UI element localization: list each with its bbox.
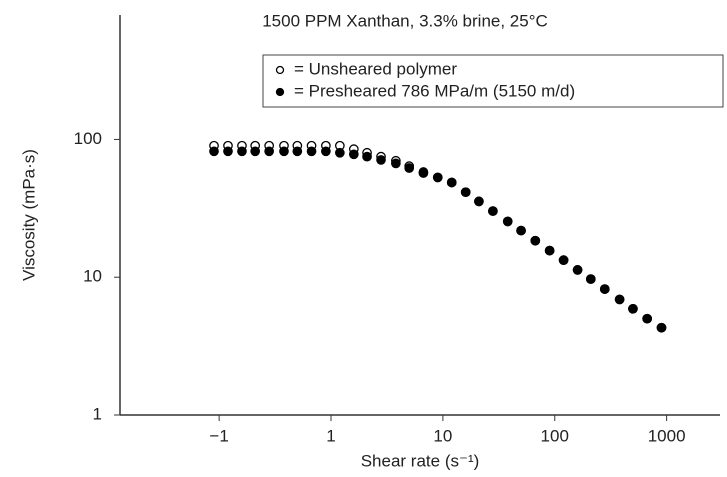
data-point — [530, 235, 541, 246]
data-point — [418, 168, 429, 178]
data-point — [376, 155, 386, 165]
data-point — [292, 146, 303, 157]
data-point — [432, 172, 443, 183]
data-point — [656, 322, 667, 333]
data-point — [279, 146, 289, 157]
data-point — [446, 177, 457, 188]
legend-box — [262, 54, 724, 108]
data-point — [544, 245, 555, 256]
data-point — [223, 146, 233, 157]
legend-label: = Presheared 786 MPa/m (5150 m/d) — [294, 81, 575, 100]
data-point — [502, 216, 513, 227]
data-point — [642, 313, 653, 324]
y-tick-label: 1 — [93, 404, 102, 423]
x-tick-label: 1 — [326, 426, 335, 445]
y-tick-label: 100 — [74, 129, 102, 148]
data-point — [306, 146, 317, 157]
data-point — [391, 158, 401, 169]
x-tick-label: 10 — [433, 426, 452, 445]
data-point — [335, 147, 345, 158]
data-point — [516, 225, 526, 236]
y-tick-label: 10 — [83, 267, 102, 286]
data-point — [614, 294, 625, 305]
data-point — [237, 146, 247, 157]
legend-label: = Unsheared polymer — [294, 59, 457, 78]
data-point — [209, 146, 219, 157]
data-point — [488, 206, 498, 216]
chart-title: 1500 PPM Xanthan, 3.3% brine, 25°C — [262, 11, 548, 30]
data-point — [558, 255, 569, 266]
data-point — [572, 265, 583, 275]
data-point — [599, 284, 610, 294]
x-tick-label: 100 — [541, 426, 569, 445]
data-point — [628, 303, 638, 314]
legend-marker — [275, 65, 285, 75]
x-axis-label: Shear rate (s⁻¹) — [361, 451, 480, 470]
data-point — [250, 146, 261, 157]
y-axis-label: Viscosity (mPa·s) — [19, 149, 38, 281]
data-point — [348, 149, 359, 160]
data-point — [404, 163, 415, 173]
legend-marker — [275, 87, 285, 97]
x-tick-label: 1000 — [648, 426, 686, 445]
data-point — [460, 187, 471, 198]
x-tick-label: −1 — [209, 426, 228, 445]
data-point — [362, 151, 372, 162]
data-point — [585, 274, 596, 284]
data-point — [321, 146, 331, 157]
data-point — [474, 196, 484, 207]
data-point — [264, 146, 275, 157]
